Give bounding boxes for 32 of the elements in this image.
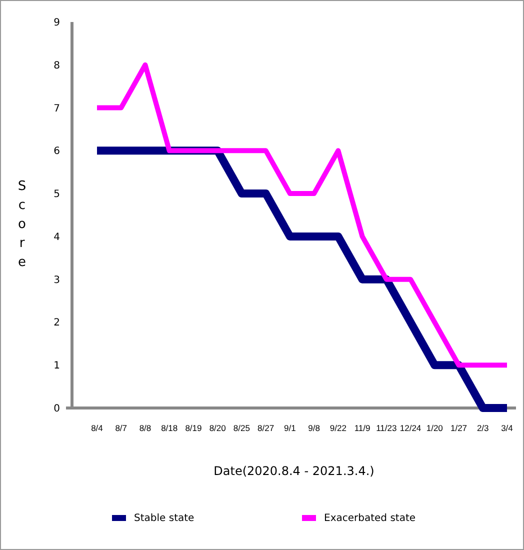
y-tick-label: 5 xyxy=(54,189,60,200)
legend-label: Exacerbated state xyxy=(324,513,416,524)
x-tick-label: 9/22 xyxy=(330,423,347,433)
x-axis-title: Date(2020.8.4 - 2021.3.4.) xyxy=(214,464,374,478)
y-tick-label: 7 xyxy=(54,103,60,114)
x-tick-label: 8/27 xyxy=(258,423,274,433)
x-tick-label: 11/23 xyxy=(376,423,398,433)
x-tick-label: 8/19 xyxy=(185,423,202,433)
x-tick-label: 9/1 xyxy=(284,423,296,433)
x-tick-label: 8/4 xyxy=(91,423,104,433)
y-tick-label: 4 xyxy=(54,232,60,243)
x-tick-label: 8/8 xyxy=(139,423,152,433)
x-tick-label: 8/7 xyxy=(115,423,128,433)
x-tick-label: 8/18 xyxy=(161,423,178,433)
x-tick-label: 1/27 xyxy=(450,423,468,433)
x-tick-label: 8/25 xyxy=(233,423,250,433)
y-tick-label: 1 xyxy=(54,360,60,372)
x-tick-label: 9/8 xyxy=(308,423,320,433)
y-tick-label: 6 xyxy=(54,146,60,158)
y-tick-label: 0 xyxy=(54,404,60,414)
legend-label: Stable state xyxy=(134,513,194,524)
y-tick-label: 2 xyxy=(54,318,60,329)
x-tick-label: 1/20 xyxy=(426,423,444,433)
y-axis-title: Score xyxy=(18,179,26,270)
y-tick-label: 3 xyxy=(54,274,60,286)
x-tick-label: 8/20 xyxy=(209,423,226,433)
x-tick-label: 11/9 xyxy=(354,423,371,433)
x-tick-label: 2/3 xyxy=(476,423,490,433)
x-tick-label: 12/24 xyxy=(400,423,422,433)
x-tick-label: 3/4 xyxy=(501,423,514,433)
y-tick-label: 9 xyxy=(54,18,60,28)
y-tick-label: 8 xyxy=(54,60,60,72)
